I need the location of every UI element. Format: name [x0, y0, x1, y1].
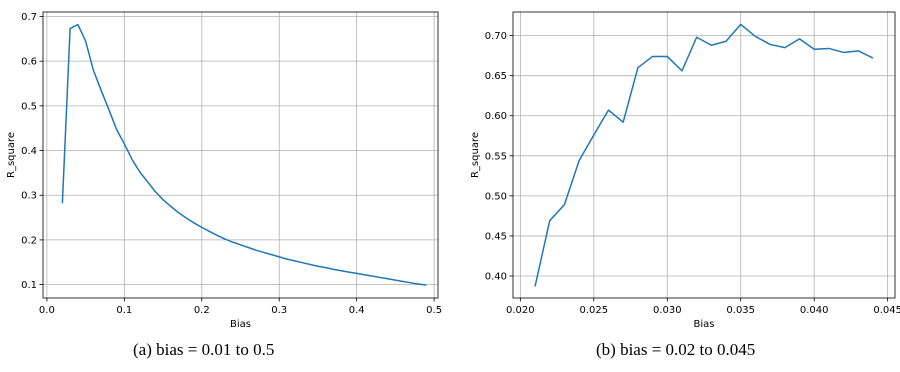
chart-b-y-tick-label: 0.60 [485, 111, 507, 122]
chart-a-x-tick-label: 0.4 [349, 305, 365, 316]
chart-b-y-axis-label: R_square [470, 132, 481, 178]
chart-a-x-tick-label: 0.2 [194, 305, 210, 316]
chart-b-series-line [534, 23, 874, 287]
chart-a-x-tick-label: 0.3 [271, 305, 287, 316]
chart-b-frame [512, 11, 896, 299]
chart-a-x-axis-label: Bias [230, 319, 251, 330]
chart-b-x-tick-label: 0.040 [800, 305, 829, 316]
chart-b-y-tick-label: 0.70 [485, 31, 507, 42]
chart-b-x-tick-label: 0.035 [726, 305, 755, 316]
chart-a-plot-area [43, 12, 438, 298]
chart-a-x-tick-label: 0.1 [116, 305, 132, 316]
chart-a: 0.0 0.1 0.2 0.3 0.4 0.5 0.1 0.2 0.3 0.4 0.5 0.6 0.7 B… [6, 11, 442, 330]
chart-b-y-tick-label: 0.40 [485, 271, 507, 282]
figure: 0.0 0.1 0.2 0.3 0.4 0.5 0.1 0.2 0.3 0.4 0.5 0.6 0.7 B… [6, 11, 900, 330]
chart-a-y-tick-label: 0.3 [21, 191, 37, 202]
chart-a-x-tick-label: 0.5 [426, 305, 442, 316]
chart-a-y-tick-label: 0.6 [21, 57, 37, 68]
chart-b-x-tick-label: 0.020 [506, 305, 535, 316]
chart-b-y-tick-label: 0.50 [485, 191, 507, 202]
chart-b-y-tick-label: 0.45 [485, 231, 507, 242]
chart-b-x-tick-label: 0.045 [873, 305, 900, 316]
chart-a-y-tick-label: 0.1 [21, 280, 37, 291]
chart-b-y-tick-label: 0.55 [485, 151, 507, 162]
chart-a-frame [42, 11, 439, 299]
chart-a-y-tick-label: 0.4 [21, 146, 37, 157]
chart-a-y-tick-label: 0.2 [21, 235, 37, 246]
chart-a-y-tick-label: 0.5 [21, 101, 37, 112]
chart-b-x-tick-label: 0.025 [579, 305, 608, 316]
chart-a-y-axis-label: R_square [6, 132, 17, 178]
chart-a-x-tick-label: 0.0 [39, 305, 55, 316]
chart-b-x-axis-label: Bias [694, 319, 715, 330]
caption-a: (a) bias = 0.01 to 0.5 [133, 340, 275, 359]
chart-b-y-tick-label: 0.65 [485, 71, 507, 82]
chart-b-x-tick-label: 0.030 [653, 305, 682, 316]
chart-a-y-tick-label: 0.7 [21, 12, 37, 23]
caption-b: (b) bias = 0.02 to 0.045 [596, 340, 756, 359]
chart-b: 0.020 0.025 0.030 0.035 0.040 0.045 0.40 0.45 0.… [470, 11, 900, 330]
chart-b-plot-area [513, 12, 895, 298]
chart-a-series-line [61, 23, 427, 286]
